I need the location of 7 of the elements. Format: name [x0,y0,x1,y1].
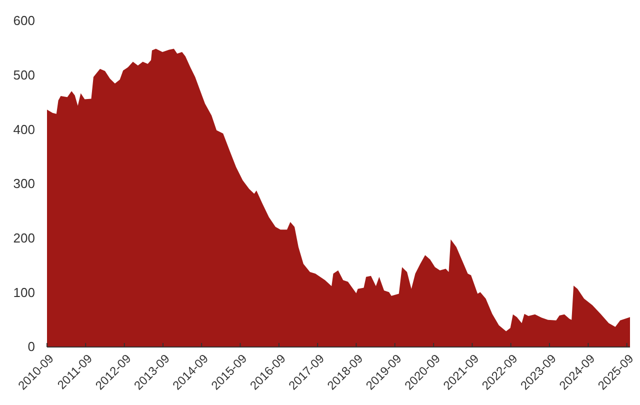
y-tick-label: 200 [13,230,35,246]
y-tick-label: 400 [13,122,35,137]
y-tick-label: 100 [13,284,35,300]
y-tick-label: 0 [28,339,35,354]
y-tick-label: 500 [13,67,35,82]
y-tick-label: 600 [13,13,35,28]
y-tick-label: 300 [13,176,35,192]
